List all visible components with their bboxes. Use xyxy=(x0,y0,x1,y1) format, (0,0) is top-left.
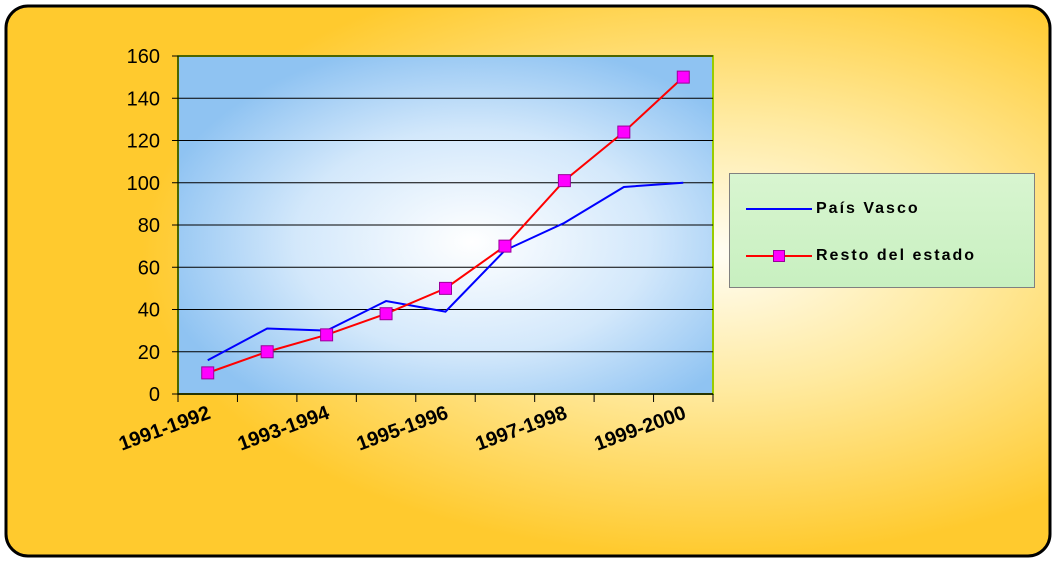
data-point-1-5 xyxy=(498,239,512,253)
data-point-1-0 xyxy=(201,366,215,380)
data-point-1-3 xyxy=(379,307,393,321)
legend: País Vasco Resto del estado xyxy=(729,173,1035,288)
y-tick-label-40: 40 xyxy=(138,300,160,322)
legend-label-resto-del-estado: Resto del estado xyxy=(816,247,977,264)
y-tick-labels: 0 20 40 60 80 100 120 140 160 xyxy=(127,46,160,406)
legend-swatch-resto-del-estado xyxy=(746,246,812,266)
legend-swatch-pais-vasco xyxy=(746,199,812,219)
series-line-0 xyxy=(207,181,684,362)
data-point-1-2 xyxy=(320,328,334,342)
data-point-1-7 xyxy=(617,125,631,139)
y-tick-label-80: 80 xyxy=(138,215,160,237)
y-tick-label-140: 140 xyxy=(127,88,160,110)
series-markers xyxy=(201,70,690,380)
y-tick-label-20: 20 xyxy=(138,342,160,364)
gridlines xyxy=(178,55,713,353)
data-point-1-1 xyxy=(260,345,274,359)
legend-item-resto-del-estado: Resto del estado xyxy=(746,246,976,266)
data-point-1-6 xyxy=(557,174,571,188)
data-point-1-8 xyxy=(676,70,690,84)
y-tick-label-0: 0 xyxy=(149,384,160,406)
y-tick-label-60: 60 xyxy=(138,257,160,279)
axes xyxy=(172,55,714,402)
y-tick-label-160: 160 xyxy=(127,46,160,68)
y-tick-label-120: 120 xyxy=(127,131,160,153)
data-point-1-4 xyxy=(439,281,452,295)
y-tick-label-100: 100 xyxy=(127,173,160,195)
legend-item-pais-vasco: País Vasco xyxy=(746,199,920,219)
legend-label-pais-vasco: País Vasco xyxy=(816,200,920,217)
